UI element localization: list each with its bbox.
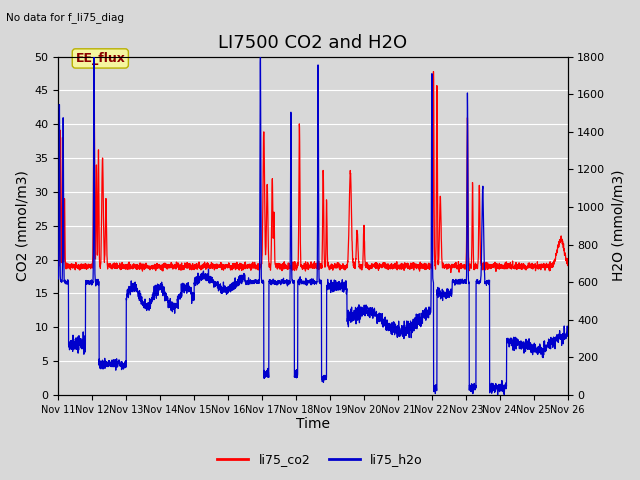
- Legend: li75_co2, li75_h2o: li75_co2, li75_h2o: [212, 448, 428, 471]
- X-axis label: Time: Time: [296, 418, 330, 432]
- Text: EE_flux: EE_flux: [76, 52, 125, 65]
- Title: LI7500 CO2 and H2O: LI7500 CO2 and H2O: [218, 34, 408, 52]
- Y-axis label: H2O (mmol/m3): H2O (mmol/m3): [611, 170, 625, 281]
- Text: No data for f_li75_diag: No data for f_li75_diag: [6, 12, 124, 23]
- Y-axis label: CO2 (mmol/m3): CO2 (mmol/m3): [15, 170, 29, 281]
